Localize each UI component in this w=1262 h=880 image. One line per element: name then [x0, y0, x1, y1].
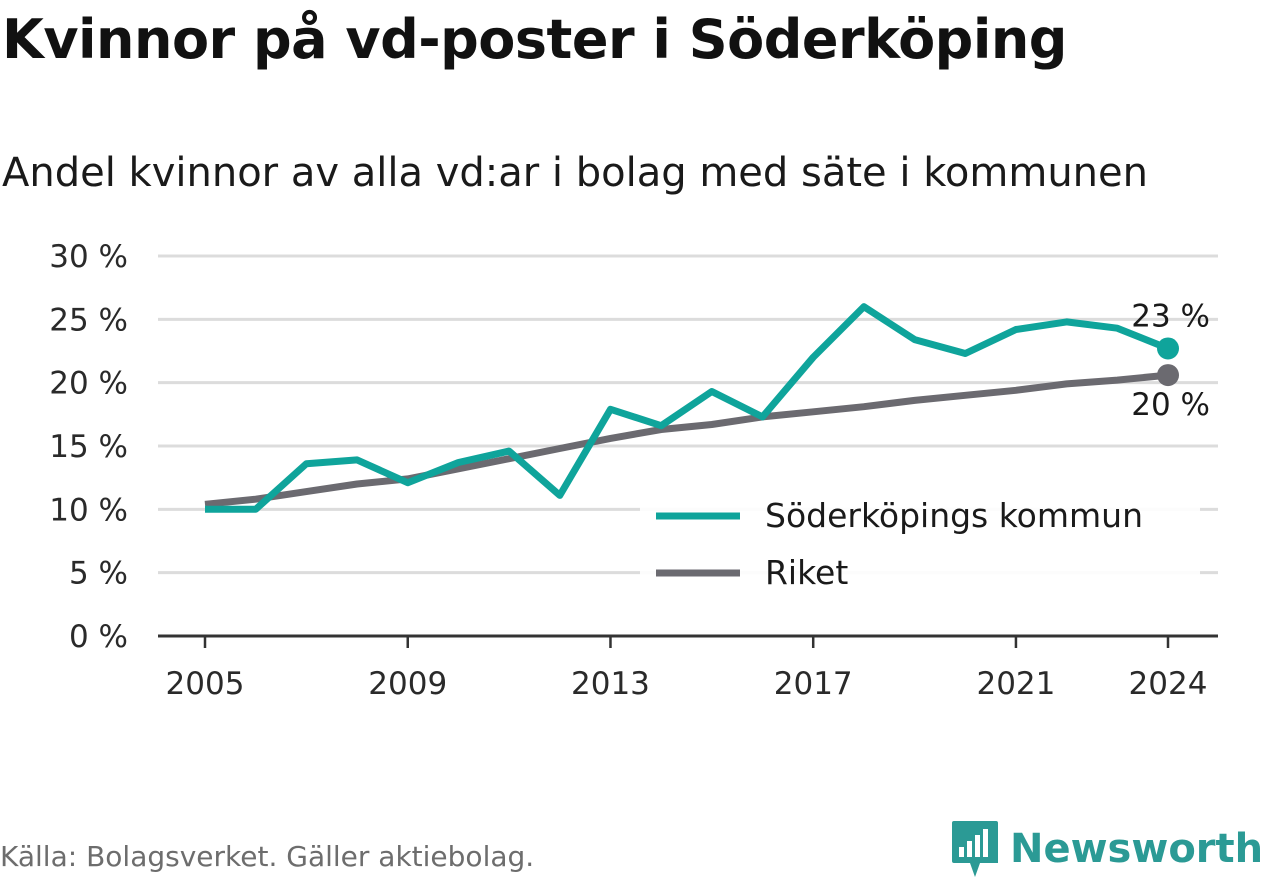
- x-tick-label: 2017: [774, 666, 853, 702]
- brand-logo: Newsworthy: [950, 818, 1262, 880]
- legend-label: Riket: [765, 553, 848, 592]
- end-point-riket: [1157, 364, 1179, 387]
- x-tick-label: 2013: [571, 666, 650, 702]
- y-tick-label: 0 %: [69, 619, 128, 655]
- source-note: Källa: Bolagsverket. Gäller aktiebolag.: [0, 840, 535, 873]
- brand-name: Newsworthy: [1010, 826, 1262, 872]
- y-tick-label: 15 %: [49, 429, 128, 465]
- y-tick-label: 30 %: [49, 239, 128, 275]
- x-tick-label: 2021: [976, 666, 1055, 702]
- legend-box: [640, 492, 1200, 604]
- x-tick-label: 2024: [1129, 666, 1208, 702]
- end-label-riket: 20 %: [1131, 387, 1210, 423]
- chart-title: Kvinnor på vd-poster i Söderköping: [2, 8, 1067, 71]
- end-point-kommun: [1157, 337, 1179, 360]
- series-line-kommun: [205, 303, 1170, 513]
- chart-subtitle: Andel kvinnor av alla vd:ar i bolag med …: [2, 150, 1148, 196]
- x-tick-label: 2005: [166, 666, 245, 702]
- y-tick-label: 10 %: [49, 492, 128, 528]
- legend-label: Söderköpings kommun: [765, 496, 1143, 535]
- y-tick-label: 20 %: [49, 366, 128, 402]
- series-line-riket: [204, 371, 1169, 508]
- line-chart: 0 % 5 % 10 % 15 % 20 % 25 % 30 % 2005 2009 2013 20…: [49, 239, 1218, 702]
- x-tick-label: 2009: [368, 666, 447, 702]
- end-label-kommun: 23 %: [1131, 298, 1210, 334]
- newsworthy-logo-icon: [952, 821, 998, 877]
- y-tick-label: 5 %: [69, 556, 128, 592]
- y-tick-label: 25 %: [49, 302, 128, 338]
